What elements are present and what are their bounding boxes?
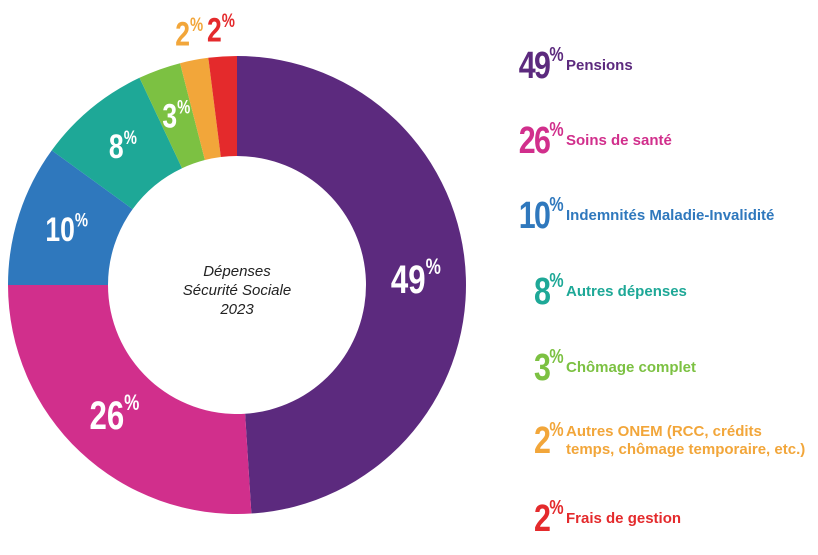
slice-4 — [139, 63, 205, 169]
legend-item-autres-onem: 2% Autres ONEM (RCC, crédits temps, chôm… — [490, 419, 818, 462]
slice-5 — [180, 57, 221, 161]
legend-item-soins-de-sante: 26% Soins de santé — [490, 119, 818, 162]
slice-label-1: 26% — [89, 391, 139, 438]
slice-label-6: 2% — [207, 10, 235, 50]
slice-3 — [51, 77, 183, 210]
slice-labels: 49% 26% 10% 8% 3% 2% 2% — [45, 10, 441, 438]
legend-item-indemnites: 10% Indemnités Maladie-Invalidité — [490, 194, 818, 237]
center-title-line-1: Dépenses — [203, 263, 271, 280]
slice-label-5: 2% — [175, 14, 203, 54]
slice-label-0: 49% — [391, 255, 441, 302]
legend-pct: 2% — [534, 497, 564, 540]
legend-label: Frais de gestion — [566, 510, 682, 527]
center-title-line-3: 2023 — [219, 301, 254, 318]
legend-label: Autres dépenses — [566, 283, 687, 300]
legend-item-frais-de-gestion: 2% Frais de gestion — [490, 497, 818, 540]
legend-pct: 2% — [534, 419, 564, 462]
legend-pct: 3% — [534, 346, 564, 389]
center-title-line-2: Sécurité Sociale — [183, 282, 291, 299]
slice-label-2: 10% — [45, 209, 88, 249]
legend-pct: 26% — [518, 119, 564, 162]
legend-label: Soins de santé — [566, 132, 672, 149]
slice-2 — [8, 150, 133, 285]
slice-label-4: 3% — [162, 96, 190, 136]
slice-0 — [237, 56, 466, 514]
legend-pct: 49% — [518, 44, 564, 87]
legend-label: Autres ONEM (RCC, crédits temps, chômage… — [566, 423, 806, 458]
slice-1 — [8, 285, 252, 514]
donut-slices — [8, 56, 466, 514]
legend-pct: 10% — [518, 194, 564, 237]
legend-item-chomage-complet: 3% Chômage complet — [490, 346, 818, 389]
slice-6 — [208, 56, 237, 158]
legend-label: Indemnités Maladie-Invalidité — [566, 207, 775, 224]
donut-chart: 49% 26% 10% 8% 3% 2% 2% Dépenses Sécurité Soci… — [8, 10, 466, 514]
legend-item-pensions: 49% Pensions — [490, 44, 818, 87]
slice-label-3: 8% — [109, 126, 137, 166]
legend-item-autres-depenses: 8% Autres dépenses — [490, 270, 818, 313]
legend-label: Pensions — [566, 57, 633, 74]
legend: 49% Pensions 26% Soins de santé 10% Inde… — [490, 0, 818, 555]
center-title: Dépenses Sécurité Sociale 2023 — [183, 263, 291, 318]
legend-label: Chômage complet — [566, 359, 697, 376]
legend-pct: 8% — [534, 270, 564, 313]
